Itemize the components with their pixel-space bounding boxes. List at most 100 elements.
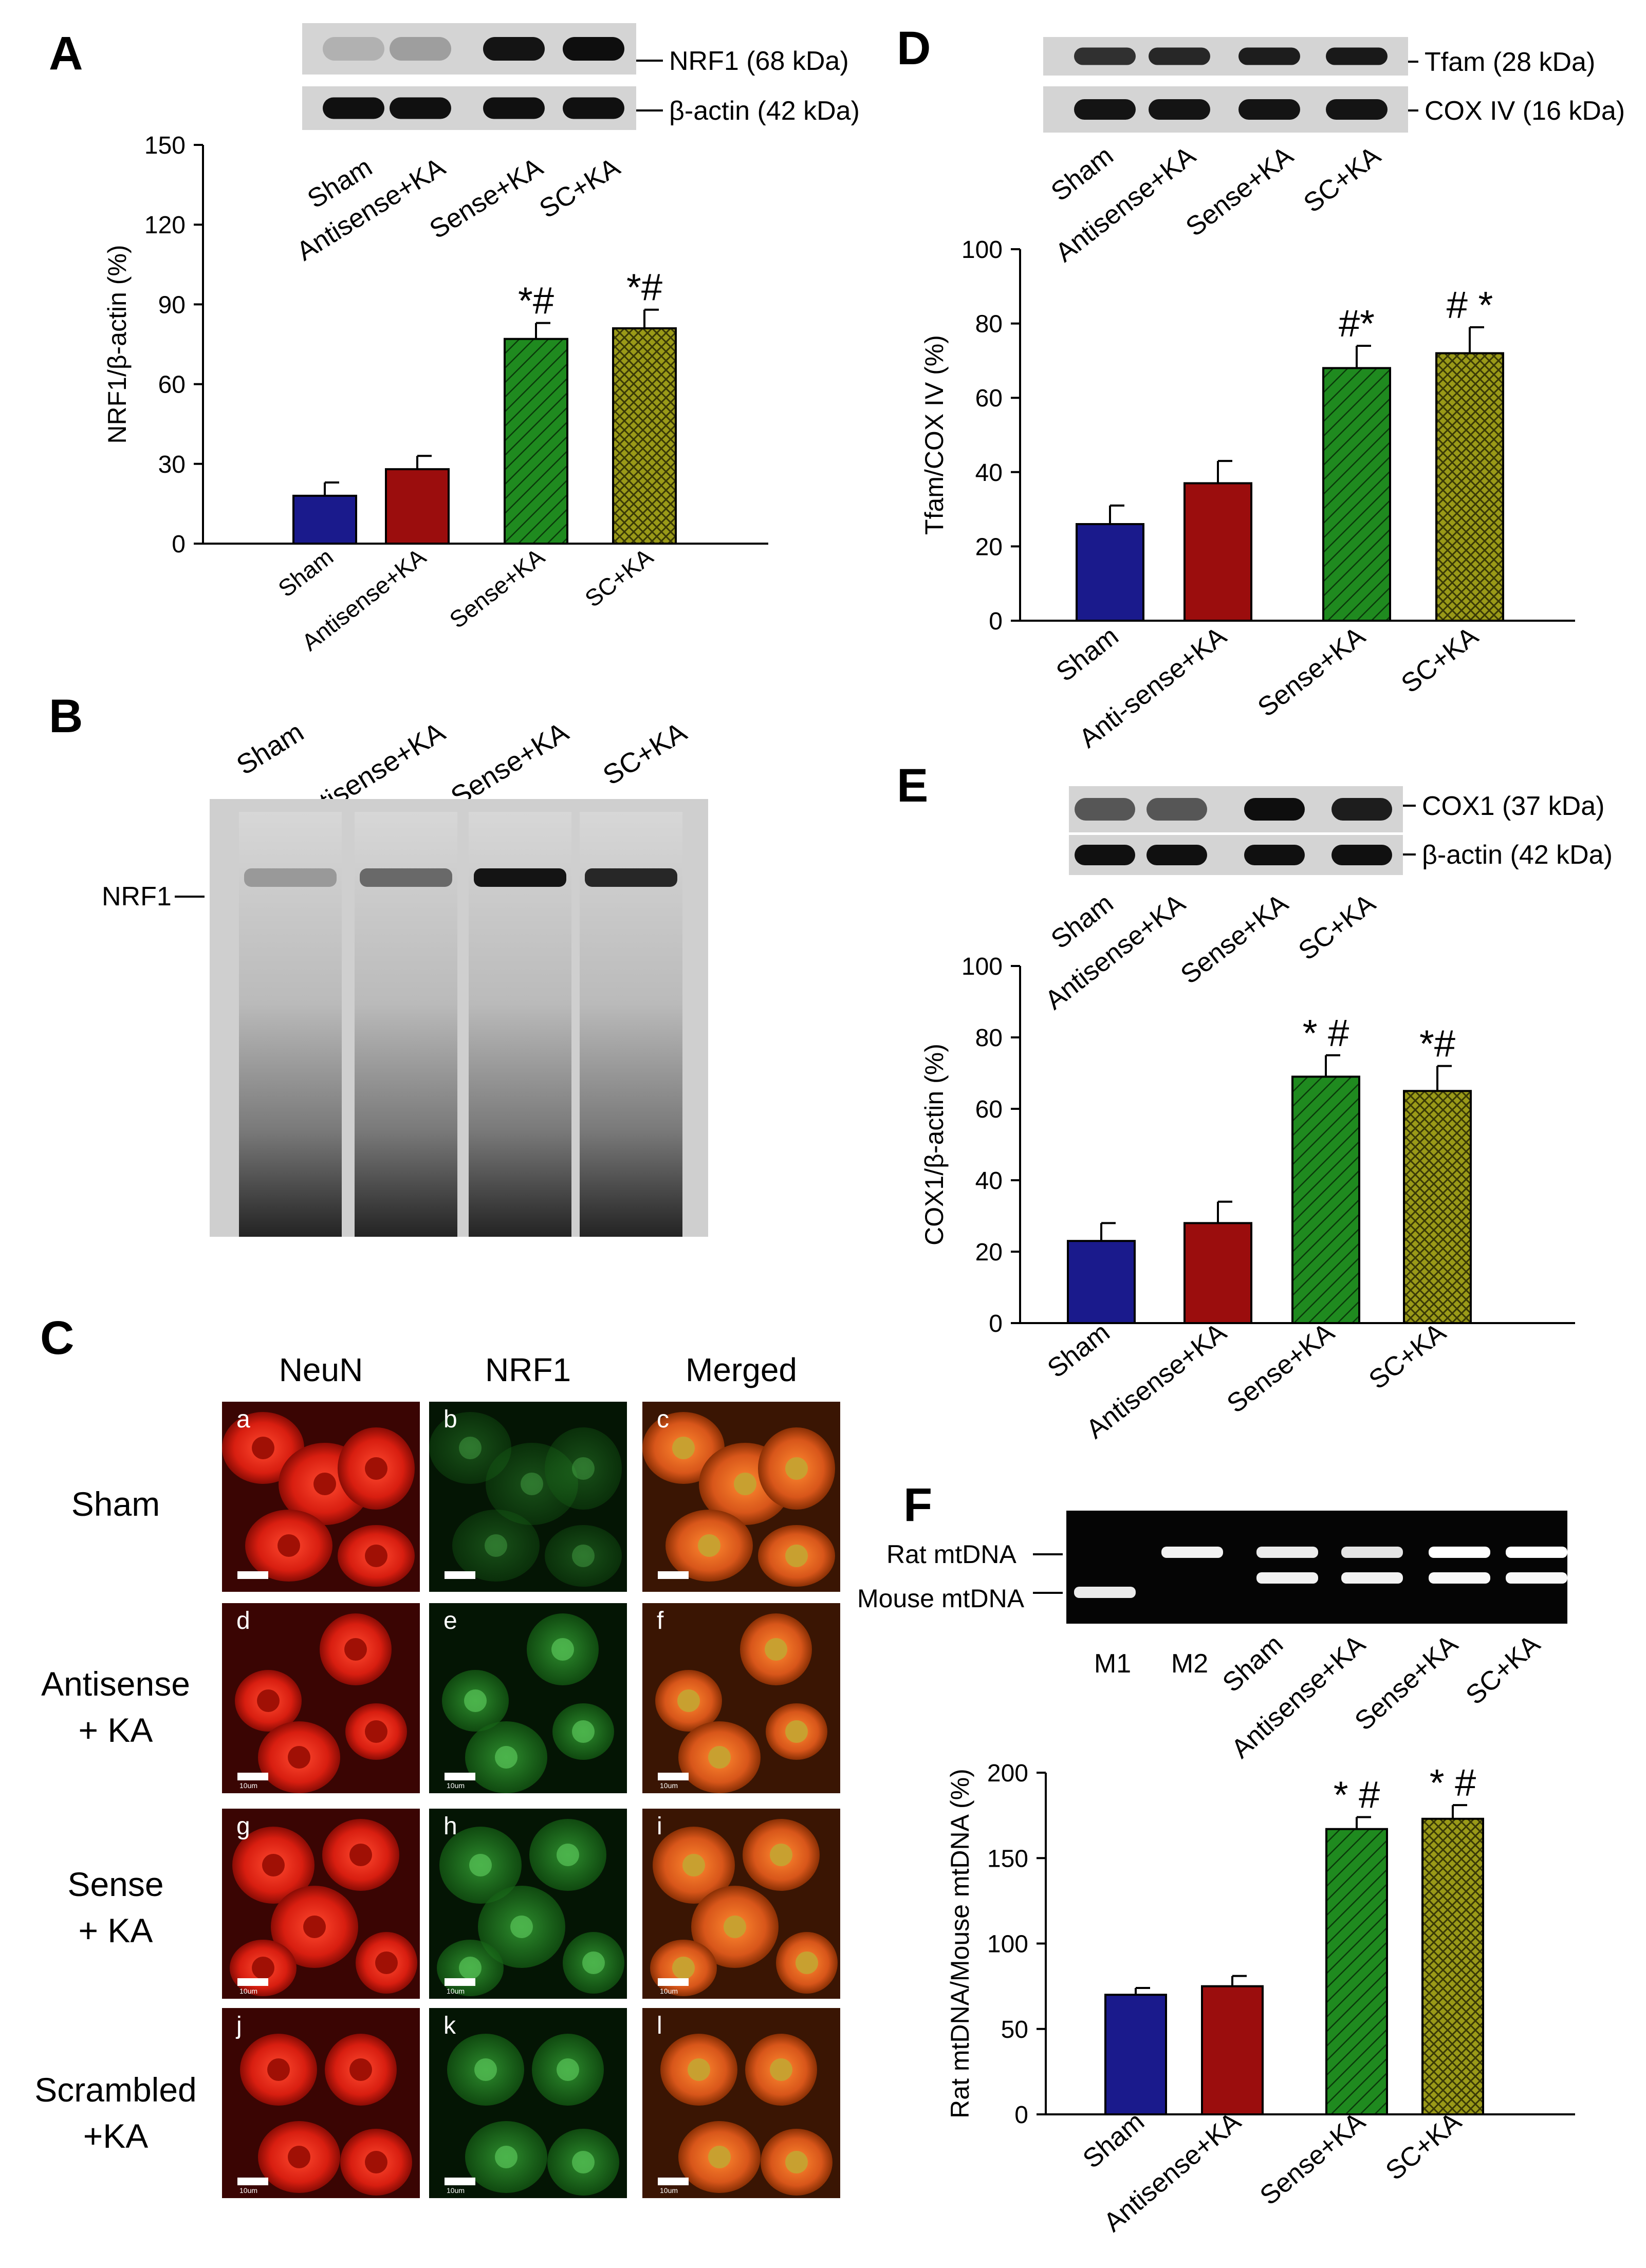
nucleus (288, 1746, 310, 1769)
nucleus (572, 1457, 595, 1480)
nucleus (459, 1437, 482, 1459)
column-header: Merged (686, 1351, 797, 1388)
lane-label: Sense+KA (446, 716, 574, 812)
panel-letter-c: C (40, 1312, 74, 1364)
nucleus (344, 1638, 367, 1661)
blot-band (1331, 798, 1392, 821)
nucleus (365, 1545, 387, 1567)
bar (1104, 1994, 1167, 2115)
lane-label: SC+KA (534, 152, 625, 224)
blot-band (323, 37, 384, 61)
y-tick-label: 60 (975, 385, 1003, 412)
nucleus (572, 1720, 595, 1743)
gel-band-mouse (1256, 1572, 1318, 1584)
nucleus (521, 1473, 543, 1495)
nucleus (785, 1720, 808, 1743)
scale-bar (445, 2178, 475, 2185)
y-tick-label: 150 (987, 1845, 1028, 1872)
y-tick-label: 20 (975, 533, 1003, 561)
nucleus (365, 2151, 387, 2173)
nrf1-blot-a (302, 23, 636, 75)
actin-blot-a (302, 86, 636, 130)
nucleus (672, 1437, 695, 1459)
bar (1183, 1222, 1252, 1324)
cell-letter: f (657, 1607, 664, 1634)
y-axis-label: COX1/β-actin (%) (920, 1044, 949, 1245)
nucleus (349, 1844, 372, 1866)
blot-band (1146, 845, 1207, 865)
blot-band (483, 37, 545, 61)
nucleus (510, 1916, 533, 1938)
blot-band (1146, 798, 1207, 821)
cell-letter: c (657, 1406, 669, 1433)
lane-label: SC+KA (1460, 1629, 1546, 1711)
scale-bar-text: 10um (447, 1987, 465, 1995)
micrograph-cell: a (222, 1402, 420, 1592)
cell-letter: h (443, 1813, 457, 1840)
column-header: NRF1 (485, 1351, 571, 1388)
gel-band-nrf1 (360, 868, 452, 887)
nucleus (495, 1746, 517, 1769)
y-tick-label: 50 (1001, 2016, 1028, 2043)
nucleus (708, 2146, 731, 2168)
micrograph-cell: l 10um (642, 2008, 840, 2198)
gel-band-mouse (1506, 1572, 1567, 1584)
gel-band-rat (1161, 1547, 1223, 1558)
cell-letter: e (443, 1607, 457, 1634)
scale-bar-text: 10um (447, 1781, 465, 1790)
lane-label: Antisense+KA (1050, 141, 1201, 268)
blot-band (1326, 99, 1388, 120)
nucleus (252, 1437, 274, 1459)
y-axis-label: NRF1/β-actin (%) (103, 245, 132, 443)
nucleus (770, 2058, 792, 2081)
gel-row-label: Rat mtDNA (886, 1540, 1016, 1569)
nucleus (724, 1916, 746, 1938)
nucleus (677, 1689, 700, 1712)
y-tick-label: 120 (144, 212, 186, 239)
micrograph-cell: d 10um (222, 1603, 420, 1793)
x-tick-label: SC+KA (1396, 621, 1484, 699)
nucleus (365, 1457, 387, 1480)
nucleus (672, 1957, 695, 1979)
y-tick-label: 30 (158, 451, 186, 478)
cell-letter: i (657, 1813, 662, 1840)
bar (1435, 352, 1504, 622)
lane-label: SC+KA (1293, 888, 1381, 966)
gel-band-rat (1256, 1547, 1318, 1558)
blot-label-actin-e: β-actin (42 kDa) (1422, 840, 1613, 870)
y-tick-label: 0 (1014, 2102, 1028, 2129)
gel-band-nrf1 (474, 868, 566, 887)
bar (1201, 1985, 1264, 2115)
significance-annotation: #* (1339, 302, 1375, 345)
nucleus (464, 1689, 487, 1712)
bar (504, 338, 568, 545)
nucleus (278, 1534, 300, 1557)
lane-label: SC+KA (1298, 141, 1386, 219)
bar (1403, 1090, 1472, 1324)
gel-band-rat (1341, 1547, 1403, 1558)
blot-band (323, 97, 384, 119)
micrograph-cell: c (642, 1402, 840, 1592)
nucleus (551, 1638, 574, 1661)
nucleus (582, 1951, 605, 1974)
tfam-blot-d (1043, 37, 1408, 76)
significance-annotation: * # (1430, 1761, 1476, 1804)
x-tick-label: SC+KA (1363, 1317, 1451, 1396)
nucleus (262, 1854, 285, 1876)
nucleus (785, 2151, 808, 2173)
y-tick-label: 0 (172, 531, 186, 558)
row-label: Sense (67, 1865, 163, 1903)
bar (292, 494, 357, 545)
panel-letter-d: D (897, 22, 931, 75)
lane-label: Sense+KA (1180, 141, 1299, 243)
nucleus (267, 2058, 290, 2081)
y-tick-label: 100 (961, 236, 1003, 264)
neuron (545, 1427, 622, 1510)
lane-label: Sense+KA (1349, 1629, 1464, 1737)
actin-blot-e (1069, 835, 1403, 875)
blot-band (1149, 47, 1210, 65)
x-tick-label: Sense+KA (445, 543, 550, 634)
nucleus (734, 1473, 756, 1495)
